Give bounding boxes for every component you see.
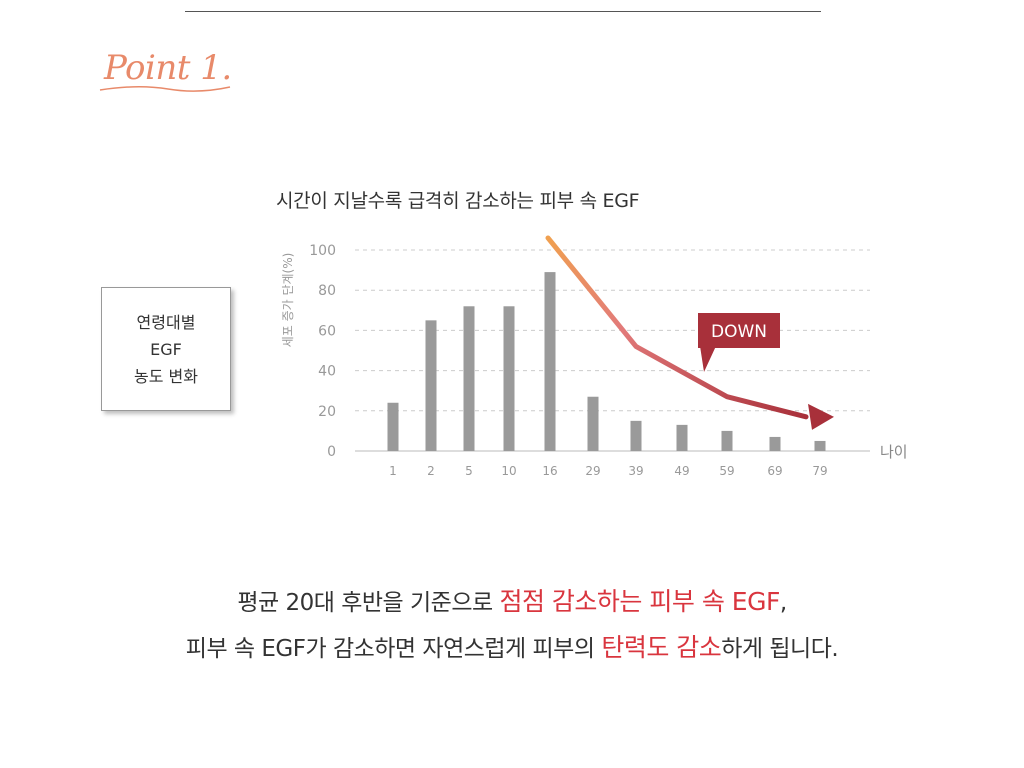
- x-tick-label: 5: [465, 464, 473, 478]
- bar-5: [463, 306, 475, 451]
- caption-line-2: 피부 속 EGF가 감소하면 자연스럽게 피부의 탄력도 감소하게 됩니다.: [0, 628, 1024, 664]
- x-tick-label: 69: [767, 464, 782, 478]
- top-divider: [185, 11, 821, 12]
- y-tick-label: 40: [318, 364, 336, 380]
- y-axis-label: 세포 증가 단계(%): [281, 253, 295, 348]
- bar-29: [587, 396, 599, 451]
- caption-line-2-text: 피부 속 EGF가 감소하면 자연스럽게 피부의: [185, 636, 602, 662]
- bar-79: [814, 440, 826, 451]
- y-tick-label: 100: [309, 243, 336, 259]
- caption-line-1-text: 평균 20대 후반을 기준으로: [237, 590, 500, 616]
- x-tick-label: 1: [389, 464, 397, 478]
- side-box-line-3: 농도 변화: [134, 366, 198, 386]
- y-tick-label: 60: [318, 323, 336, 339]
- y-tick-label: 20: [318, 404, 336, 420]
- x-tick-label: 10: [501, 464, 516, 478]
- bar-39: [630, 420, 642, 451]
- bar-1: [387, 402, 399, 451]
- x-tick-label: 79: [812, 464, 827, 478]
- bar-49: [676, 424, 688, 451]
- side-info-box: 연령대별 EGF 농도 변화: [101, 287, 231, 411]
- point-label: Point 1.: [104, 48, 232, 88]
- bar-10: [503, 306, 515, 451]
- down-label: DOWN: [711, 322, 767, 342]
- caption-line-2-highlight: 탄력도 감소: [601, 633, 722, 662]
- bar-69: [769, 436, 781, 451]
- side-box-line-1: 연령대별: [136, 312, 196, 332]
- bar-2: [425, 320, 437, 451]
- caption-line-1: 평균 20대 후반을 기준으로 점점 감소하는 피부 속 EGF,: [0, 582, 1024, 618]
- y-tick-label: 80: [318, 283, 336, 299]
- chart-title: 시간이 지날수록 급격히 감소하는 피부 속 EGF: [276, 190, 640, 212]
- trend-line: [545, 235, 809, 420]
- x-tick-label: 2: [427, 464, 435, 478]
- x-tick-label: 29: [585, 464, 600, 478]
- down-callout: DOWN: [698, 313, 780, 372]
- point-underline-swoosh: [99, 85, 231, 92]
- x-axis-label: 나이: [880, 443, 908, 461]
- side-box-line-2: EGF: [150, 339, 182, 359]
- x-tick-label: 59: [719, 464, 734, 478]
- bar-16: [544, 272, 556, 451]
- caption-line-1-highlight: 점점 감소하는 피부 속 EGF: [499, 587, 780, 616]
- caption-line-2-end: 하게 됩니다.: [721, 636, 839, 662]
- x-tick-label: 16: [542, 464, 557, 478]
- x-tick-label: 39: [628, 464, 643, 478]
- y-tick-label: 0: [327, 444, 336, 460]
- x-tick-label: 49: [674, 464, 689, 478]
- caption-line-1-end: ,: [779, 590, 787, 616]
- bar-59: [721, 430, 733, 451]
- trend-arrowhead: [808, 403, 834, 430]
